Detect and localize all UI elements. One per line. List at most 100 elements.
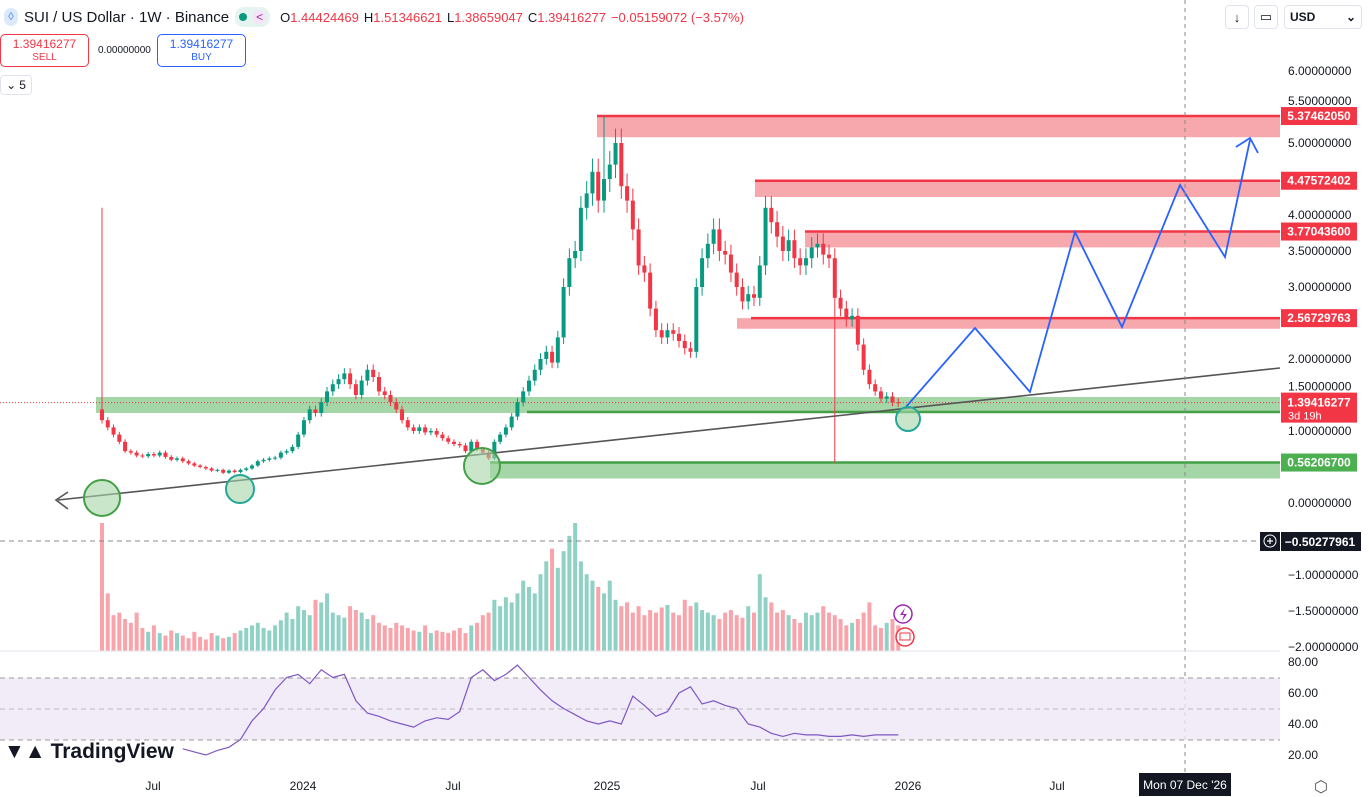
- flag-glyph-icon: [899, 632, 911, 641]
- buy-button[interactable]: 1.39416277 BUY: [157, 34, 246, 67]
- candle: [803, 248, 808, 275]
- volume-bar: [682, 599, 687, 651]
- time-tick-label: 2024: [290, 779, 317, 793]
- volume-bar: [607, 580, 612, 651]
- candle: [330, 379, 335, 396]
- volume-bar: [446, 633, 451, 651]
- settings-icon[interactable]: ⬡: [1314, 779, 1328, 796]
- resistance-zone[interactable]: [597, 116, 1280, 138]
- resistance-zone[interactable]: [805, 231, 1280, 248]
- volume-bar: [296, 606, 301, 651]
- candle: [180, 456, 185, 463]
- candle: [717, 218, 722, 262]
- volume-bar: [475, 622, 480, 651]
- support-zone[interactable]: [96, 397, 1280, 413]
- candle: [763, 195, 768, 275]
- last-price-label: [1281, 392, 1357, 423]
- support-circle[interactable]: [225, 474, 255, 504]
- candle: [348, 368, 353, 389]
- time-tick-label: 2026: [895, 779, 922, 793]
- market-status[interactable]: <: [235, 7, 271, 27]
- chevron-down-icon: ⌄: [1345, 10, 1356, 24]
- volume-bar: [509, 602, 514, 651]
- share-icon[interactable]: <: [253, 10, 267, 24]
- volume-bar: [723, 612, 728, 651]
- volume-bar: [261, 627, 266, 651]
- download-button[interactable]: ↓: [1225, 5, 1249, 29]
- volume-bar: [757, 574, 762, 651]
- volume-bar: [601, 593, 606, 651]
- volume-bar: [417, 631, 422, 651]
- candle: [890, 392, 895, 407]
- volume-bar: [146, 631, 151, 651]
- candle: [538, 353, 543, 376]
- volume-bar: [653, 612, 658, 651]
- candle: [578, 195, 583, 262]
- volume-bar: [503, 597, 508, 651]
- support-circle[interactable]: [83, 479, 121, 517]
- candle: [792, 229, 797, 268]
- candle: [128, 449, 133, 455]
- volume-bar: [809, 615, 814, 651]
- candle: [411, 424, 416, 434]
- resistance-zone[interactable]: [737, 318, 1280, 329]
- volume-bar: [832, 615, 837, 651]
- volume-bar: [284, 612, 289, 651]
- volume-bar: [630, 612, 635, 651]
- volume-bar: [850, 622, 855, 651]
- candle: [238, 468, 243, 474]
- volume-bar: [325, 593, 330, 651]
- support-zone[interactable]: [490, 462, 1280, 479]
- price-tick-label: 0.00000000: [1288, 496, 1352, 510]
- volume-bar: [365, 619, 370, 651]
- volume-bar: [215, 635, 220, 651]
- volume-bar: [157, 633, 162, 651]
- economic-event-flag-icon[interactable]: [895, 627, 915, 647]
- candle: [630, 188, 635, 241]
- projection-path[interactable]: [904, 139, 1251, 409]
- volume-bar: [855, 619, 860, 651]
- volume-bar: [775, 612, 780, 651]
- volume-bar: [561, 551, 566, 651]
- trendline[interactable]: [57, 367, 1281, 501]
- indicators-toggle[interactable]: ⌄ 5: [0, 75, 32, 95]
- sell-button[interactable]: 1.39416277 SELL: [0, 34, 89, 67]
- symbol-title[interactable]: SUI / US Dollar · 1W · Binance: [24, 8, 230, 26]
- candle: [203, 465, 208, 470]
- resistance-zone[interactable]: [755, 180, 1280, 197]
- crosshair-price-label: −0.50277961: [1260, 532, 1361, 551]
- volume-bar: [763, 597, 768, 651]
- candle: [861, 338, 866, 376]
- candle: [157, 450, 162, 458]
- add-alert-icon[interactable]: [1263, 534, 1277, 548]
- candle: [815, 233, 820, 258]
- last-price-text: 1.39416277: [1287, 396, 1351, 410]
- candle: [653, 300, 658, 338]
- currency-select[interactable]: USD ⌄: [1284, 5, 1362, 29]
- candle: [607, 151, 612, 192]
- volume-bar: [573, 523, 578, 651]
- volume-bar: [700, 610, 705, 651]
- support-circle[interactable]: [463, 447, 501, 485]
- price-tick-label: −1.00000000: [1288, 568, 1359, 582]
- support-price-text: 0.56206700: [1287, 456, 1351, 470]
- volume-bar: [838, 619, 843, 651]
- candle: [163, 450, 168, 459]
- resistance-price-text: 4.47572402: [1287, 174, 1351, 188]
- support-circle[interactable]: [895, 406, 921, 432]
- volume-bar: [423, 625, 428, 651]
- fullscreen-button[interactable]: ▭: [1254, 5, 1278, 29]
- candle: [146, 452, 151, 459]
- volume-bar: [538, 574, 543, 651]
- volume-bar: [792, 619, 797, 651]
- candle: [590, 158, 595, 206]
- rsi-tick-label: 60.00: [1288, 686, 1318, 700]
- candle: [273, 455, 278, 461]
- volume-bar: [532, 593, 537, 651]
- volume-bar: [677, 615, 681, 651]
- candle: [261, 458, 266, 463]
- volume-bar: [578, 561, 583, 651]
- candle: [555, 330, 560, 369]
- tradingview-logo[interactable]: ▼▲ TradingView: [4, 740, 174, 763]
